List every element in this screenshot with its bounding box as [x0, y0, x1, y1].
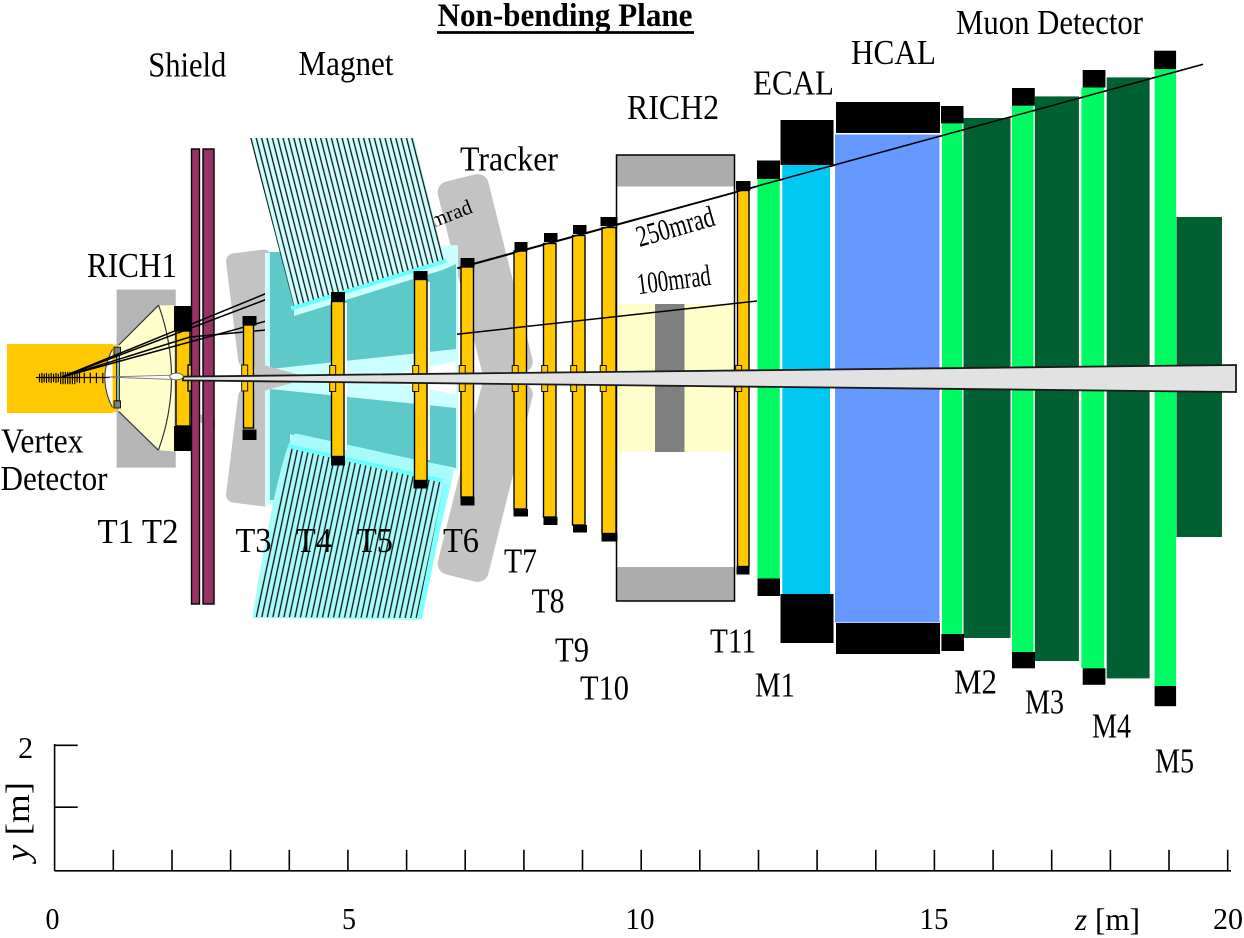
svg-text:T4: T4	[296, 521, 332, 560]
svg-text:HCAL: HCAL	[851, 33, 936, 72]
svg-text:2: 2	[18, 730, 33, 765]
svg-text:Shield: Shield	[148, 45, 226, 84]
svg-text:Vertex: Vertex	[1, 422, 84, 461]
svg-text:T6: T6	[443, 521, 479, 560]
svg-text:20: 20	[1213, 901, 1243, 936]
svg-text:T5: T5	[357, 521, 393, 560]
svg-text:T8: T8	[532, 582, 565, 621]
svg-text:T11: T11	[710, 622, 756, 661]
svg-text:5: 5	[342, 901, 356, 936]
svg-text:T1 T2: T1 T2	[98, 512, 179, 551]
svg-text:ECAL: ECAL	[753, 64, 834, 103]
svg-text:RICH2: RICH2	[627, 88, 719, 127]
svg-text:T3: T3	[236, 521, 272, 560]
svg-text:10: 10	[626, 901, 655, 936]
svg-text:T10: T10	[580, 669, 629, 708]
svg-text:RICH1: RICH1	[87, 246, 177, 285]
svg-text:Muon Detector: Muon Detector	[956, 3, 1143, 42]
svg-text:M2: M2	[954, 663, 997, 702]
svg-text:Tracker: Tracker	[460, 140, 558, 179]
svg-text:Magnet: Magnet	[299, 44, 394, 83]
svg-text:T7: T7	[504, 542, 537, 581]
svg-text:Detector: Detector	[1, 459, 108, 498]
svg-text:M4: M4	[1092, 707, 1131, 746]
svg-text:M5: M5	[1155, 742, 1194, 781]
svg-text:Non-bending Plane: Non-bending Plane	[438, 0, 693, 34]
svg-text:15: 15	[920, 901, 949, 936]
svg-text:M3: M3	[1025, 683, 1064, 722]
svg-text:0: 0	[46, 901, 60, 936]
svg-text:z [m]: z [m]	[1074, 901, 1140, 937]
svg-text:y [m]: y [m]	[0, 782, 37, 864]
svg-text:T9: T9	[555, 631, 589, 670]
svg-text:M1: M1	[755, 666, 795, 705]
